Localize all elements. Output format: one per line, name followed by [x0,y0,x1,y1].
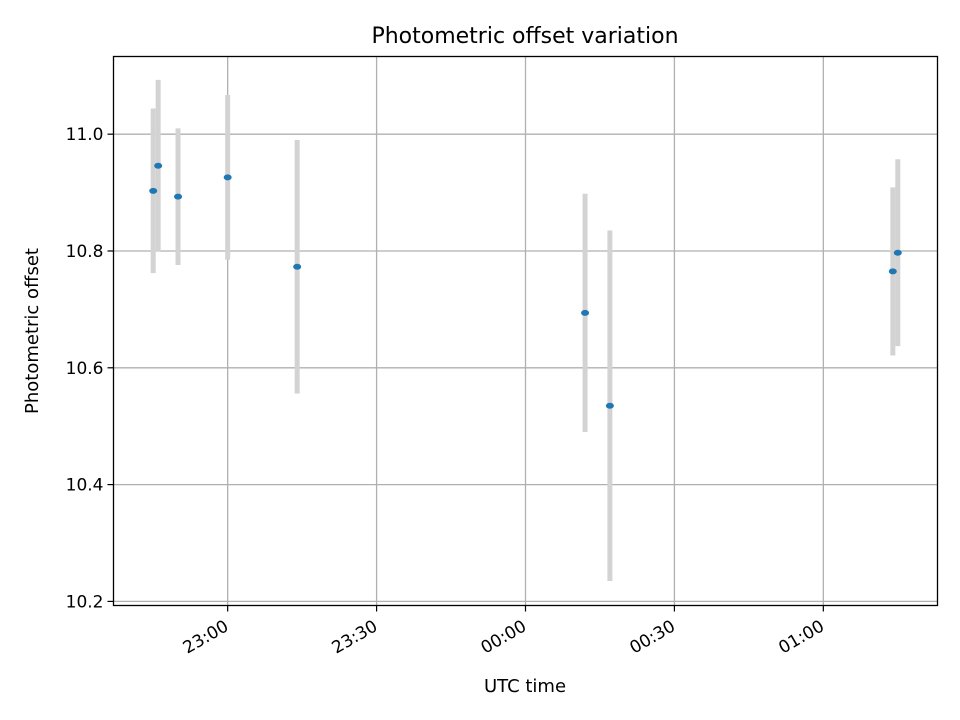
y-tick-label: 10.2 [66,592,104,612]
chart-title: Photometric offset variation [371,24,678,49]
y-tick-label: 10.6 [66,359,104,379]
data-point [154,162,163,169]
data-point [174,193,183,200]
y-axis-ticks: 10.2 10.4 10.6 10.8 11.0 [66,125,114,612]
x-axis-title: UTC time [484,676,566,697]
data-point [223,174,232,181]
y-tick-label: 11.0 [66,125,104,145]
data-point [605,402,614,409]
data-point [293,263,302,270]
grid [113,56,938,606]
data-points [149,162,902,409]
data-point [149,187,158,194]
data-point [893,249,902,256]
y-tick-label: 10.8 [66,242,104,262]
data-point [888,268,897,275]
data-point [581,309,590,316]
y-tick-label: 10.4 [66,476,104,496]
y-axis-title: Photometric offset [22,248,43,414]
